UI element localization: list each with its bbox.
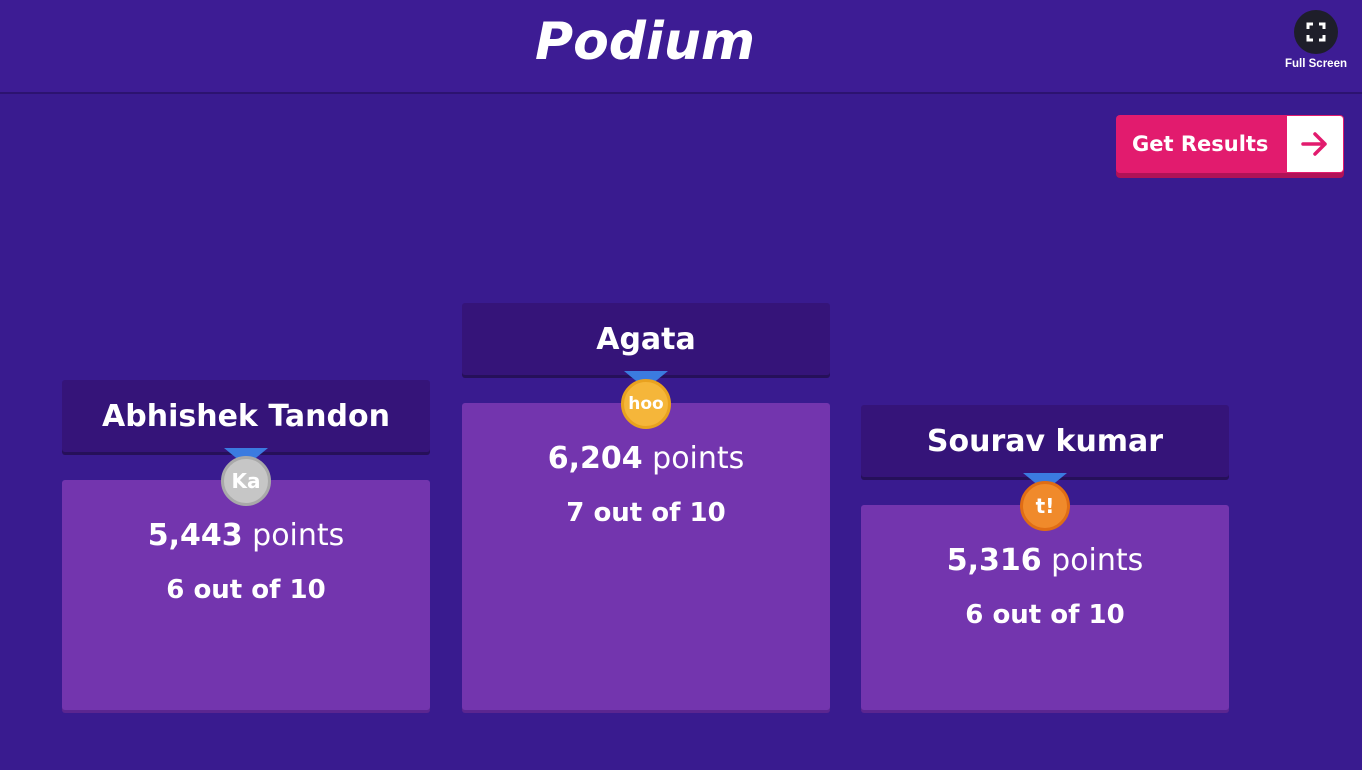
player-name: Sourav kumar <box>861 405 1229 477</box>
podium-first-place: Agata 6,204 points 7 out of 10 hoo <box>462 303 830 715</box>
podium-second-place: Abhishek Tandon 5,443 points 6 out of 10… <box>62 380 430 715</box>
points-unit: points <box>252 518 345 553</box>
player-name: Agata <box>462 303 830 375</box>
fullscreen-button[interactable]: Full Screen <box>1280 10 1352 70</box>
points-unit: points <box>652 441 745 476</box>
points-value: 6,204 <box>547 441 643 476</box>
medal-disc: Ka <box>221 456 271 506</box>
points-unit: points <box>1051 543 1144 578</box>
score-panel: 5,443 points 6 out of 10 <box>62 480 430 710</box>
points-text: 5,316 points <box>861 543 1229 578</box>
correct-count: 6 out of 10 <box>166 575 326 605</box>
get-results-button[interactable]: Get Results <box>1116 115 1344 173</box>
header-bar: Podium Full Screen <box>0 0 1362 94</box>
player-name: Abhishek Tandon <box>62 380 430 452</box>
page-title: Podium <box>534 12 756 72</box>
points-text: 5,443 points <box>62 518 430 553</box>
correct-count: 6 out of 10 <box>965 600 1125 630</box>
medal-disc: hoo <box>621 379 671 429</box>
arrow-right-icon <box>1287 116 1343 172</box>
fullscreen-icon[interactable] <box>1294 10 1338 54</box>
score-panel: 6,204 points 7 out of 10 <box>462 403 830 710</box>
get-results-label: Get Results <box>1132 132 1269 156</box>
points-text: 6,204 points <box>462 441 830 476</box>
podium-third-place: Sourav kumar 5,316 points 6 out of 10 t! <box>861 405 1229 715</box>
score-panel: 5,316 points 6 out of 10 <box>861 505 1229 710</box>
points-value: 5,316 <box>946 543 1042 578</box>
gold-medal-icon: hoo <box>621 371 671 433</box>
correct-count: 7 out of 10 <box>566 498 726 528</box>
points-value: 5,443 <box>147 518 243 553</box>
bronze-medal-icon: t! <box>1020 473 1070 535</box>
fullscreen-label: Full Screen <box>1285 58 1347 70</box>
silver-medal-icon: Ka <box>221 448 271 510</box>
medal-disc: t! <box>1020 481 1070 531</box>
